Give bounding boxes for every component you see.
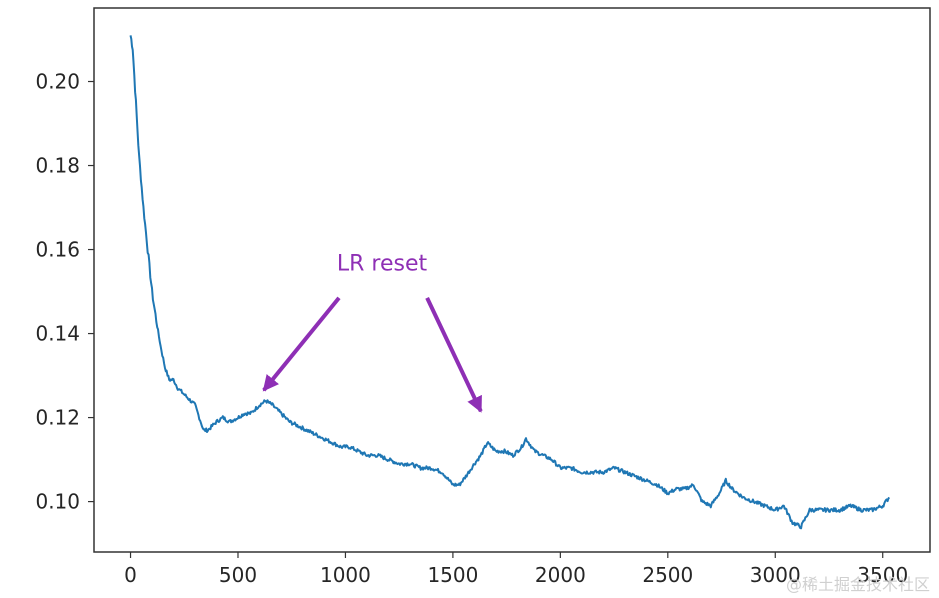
x-axis: 0 500 1000 1500 2000 2500 3000 3500: [124, 552, 908, 587]
x-tick-label: 2000: [535, 563, 586, 587]
x-tick-label: 1500: [427, 563, 478, 587]
y-tick-label: 0.10: [35, 490, 80, 514]
y-tick-label: 0.16: [35, 238, 80, 262]
annotation-arrow: [262, 296, 341, 392]
y-tick-label: 0.20: [35, 70, 80, 94]
y-tick-label: 0.12: [35, 406, 80, 430]
x-tick-label: 0: [124, 563, 137, 587]
x-tick-label: 2500: [642, 563, 693, 587]
annotation-label: LR reset: [337, 252, 428, 277]
x-tick-label: 1000: [320, 563, 371, 587]
x-tick-label: 3000: [750, 563, 801, 587]
series-line: [129, 35, 891, 530]
series-layer: [129, 35, 891, 530]
annotation-layer: LR reset: [262, 252, 483, 413]
watermark-text: @稀土掘金技术社区: [786, 575, 930, 594]
y-axis: 0.10 0.12 0.14 0.16 0.18 0.20: [35, 70, 94, 514]
y-tick-label: 0.14: [35, 322, 80, 346]
x-tick-label: 3500: [857, 563, 908, 587]
x-tick-label: 500: [219, 563, 257, 587]
y-tick-label: 0.18: [35, 154, 80, 178]
annotation-arrow: [425, 296, 483, 413]
plot-frame: [93, 7, 931, 553]
